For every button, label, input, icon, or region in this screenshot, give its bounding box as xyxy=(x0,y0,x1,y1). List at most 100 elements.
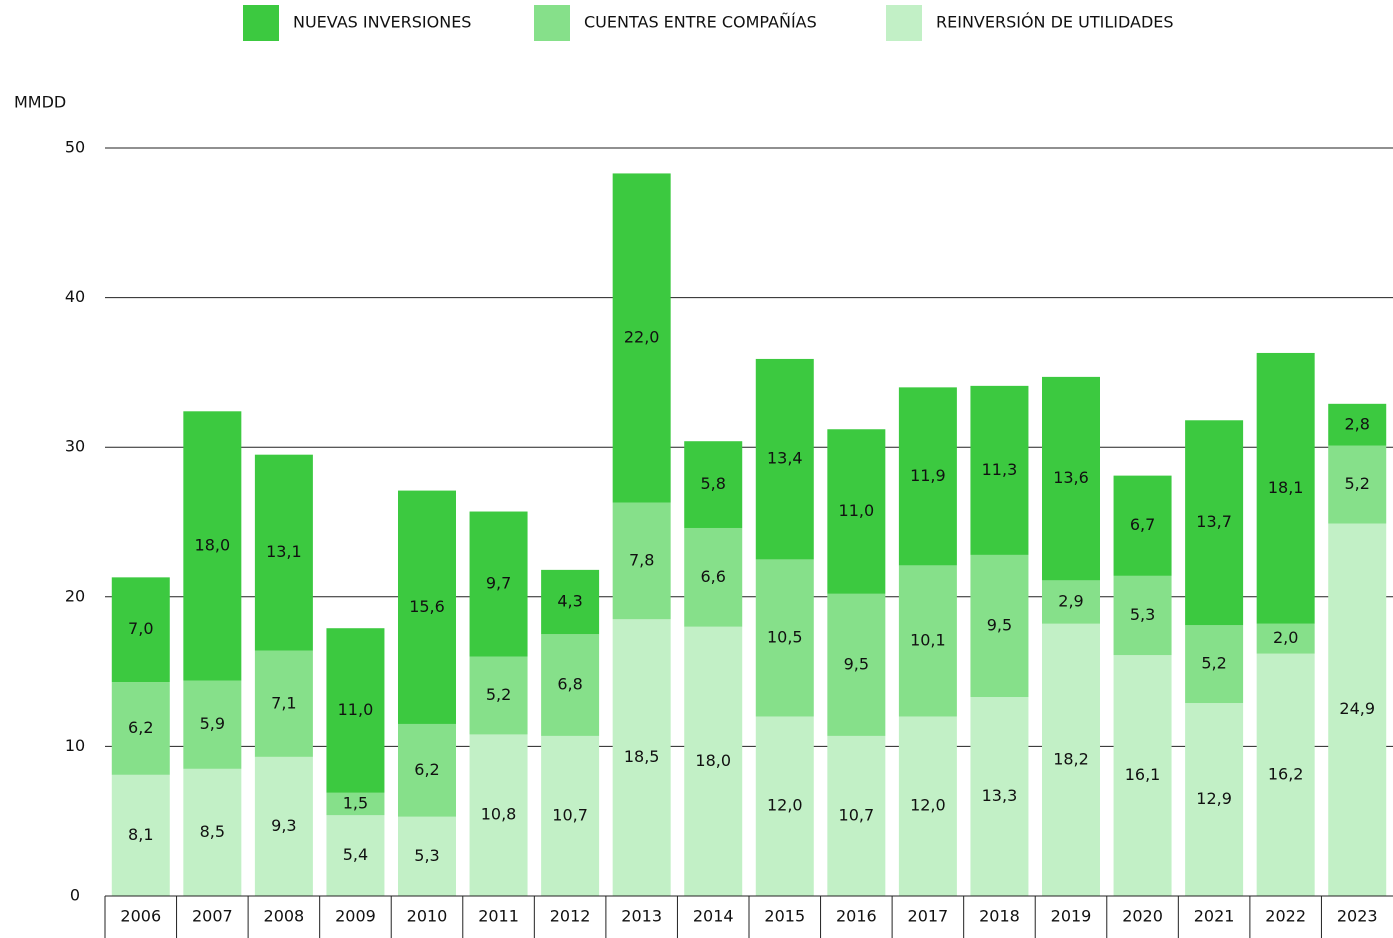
bar-segment xyxy=(827,735,886,896)
bar-segment xyxy=(1256,623,1315,654)
value-label: 5,3 xyxy=(1130,605,1155,624)
value-label: 8,1 xyxy=(128,825,153,844)
bar-segment xyxy=(755,358,814,560)
x-tick-label: 2017 xyxy=(908,907,949,926)
y-axis-label: MMDD xyxy=(14,93,66,112)
bar-segment xyxy=(111,774,170,896)
bar-segment xyxy=(1042,623,1100,896)
value-label: 18,5 xyxy=(624,747,660,766)
x-tick-label: 2016 xyxy=(836,907,877,926)
value-label: 8,5 xyxy=(200,822,225,841)
x-tick-label: 2014 xyxy=(693,907,734,926)
value-label: 7,1 xyxy=(271,693,296,712)
value-label: 5,2 xyxy=(486,685,511,704)
bar-segment xyxy=(111,682,170,775)
value-label: 9,3 xyxy=(271,816,296,835)
bar-segment xyxy=(970,385,1029,555)
bar-segment xyxy=(827,593,886,736)
value-label: 5,3 xyxy=(414,846,439,865)
x-tick-label: 2013 xyxy=(621,907,662,926)
value-label: 10,7 xyxy=(552,805,588,824)
value-label: 18,0 xyxy=(695,751,731,770)
bar-segment xyxy=(1185,420,1244,626)
value-label: 12,0 xyxy=(910,796,946,815)
y-tick-label: 0 xyxy=(70,886,80,905)
bar-segment xyxy=(1185,625,1244,704)
value-label: 2,8 xyxy=(1344,414,1369,433)
bar-segment xyxy=(254,650,313,757)
bar-segment xyxy=(1113,475,1172,576)
legend-label: CUENTAS ENTRE COMPAÑÍAS xyxy=(584,13,817,32)
x-tick-label: 2019 xyxy=(1051,907,1092,926)
value-label: 13,6 xyxy=(1053,468,1089,487)
x-tick-label: 2007 xyxy=(192,907,233,926)
bar-segment xyxy=(684,626,743,896)
value-label: 9,5 xyxy=(844,654,869,673)
value-label: 13,7 xyxy=(1196,512,1232,531)
value-label: 24,9 xyxy=(1339,699,1375,718)
bar-segment xyxy=(398,723,456,817)
x-tick-label: 2009 xyxy=(335,907,376,926)
value-label: 5,9 xyxy=(200,714,225,733)
bar-segment xyxy=(612,173,671,503)
x-tick-label: 2012 xyxy=(550,907,591,926)
bar-segment xyxy=(469,511,528,657)
bar-segment xyxy=(684,527,743,627)
value-label: 7,8 xyxy=(629,550,654,569)
bar-segment xyxy=(1042,376,1100,581)
value-label: 18,0 xyxy=(195,535,231,554)
bar-segment xyxy=(970,554,1029,698)
value-label: 10,7 xyxy=(839,805,875,824)
value-label: 11,3 xyxy=(982,460,1018,479)
x-tick-label: 2018 xyxy=(979,907,1020,926)
legend-swatch xyxy=(886,5,922,41)
bar-segment xyxy=(1042,580,1100,624)
value-label: 7,0 xyxy=(128,619,153,638)
bar-segment xyxy=(541,569,600,635)
value-label: 5,8 xyxy=(700,474,725,493)
x-tick-label: 2020 xyxy=(1122,907,1163,926)
x-tick-label: 2010 xyxy=(407,907,448,926)
value-label: 6,2 xyxy=(128,718,153,737)
bar-segment xyxy=(1113,655,1172,896)
value-label: 11,0 xyxy=(338,700,374,719)
bar-segment xyxy=(111,577,170,683)
legend-swatch xyxy=(243,5,279,41)
x-tick-label: 2011 xyxy=(478,907,519,926)
value-label: 11,0 xyxy=(839,501,875,520)
value-label: 13,3 xyxy=(982,786,1018,805)
value-label: 12,0 xyxy=(767,796,803,815)
value-label: 5,2 xyxy=(1344,474,1369,493)
x-tick-label: 2008 xyxy=(264,907,305,926)
bar-segment xyxy=(1256,653,1315,896)
value-label: 10,5 xyxy=(767,627,803,646)
value-label: 9,7 xyxy=(486,574,511,593)
x-tick-label: 2021 xyxy=(1194,907,1235,926)
bar-segment xyxy=(970,697,1029,896)
bar-segment xyxy=(1328,403,1387,446)
legend-label: NUEVAS INVERSIONES xyxy=(293,13,471,32)
legend-label: REINVERSIÓN DE UTILIDADES xyxy=(936,13,1174,32)
bar-segment xyxy=(755,559,814,717)
bar-segment xyxy=(398,816,456,896)
value-label: 18,1 xyxy=(1268,478,1304,497)
bar-segment xyxy=(1256,352,1315,624)
value-label: 13,1 xyxy=(266,542,302,561)
bar-segment xyxy=(684,441,743,528)
value-label: 6,7 xyxy=(1130,515,1155,534)
value-label: 6,6 xyxy=(700,567,725,586)
bar-segment xyxy=(183,768,242,896)
value-label: 13,4 xyxy=(767,449,803,468)
x-tick-label: 2023 xyxy=(1337,907,1378,926)
bar-segment xyxy=(1328,445,1387,524)
bar-segment xyxy=(254,756,313,896)
y-tick-label: 50 xyxy=(65,138,85,157)
bar-segment xyxy=(469,656,528,735)
y-tick-label: 10 xyxy=(65,736,85,755)
legend-swatch xyxy=(534,5,570,41)
bar-segment xyxy=(254,454,313,651)
value-label: 10,8 xyxy=(481,805,517,824)
bar-segment xyxy=(612,619,671,896)
bar-segment xyxy=(612,502,671,620)
